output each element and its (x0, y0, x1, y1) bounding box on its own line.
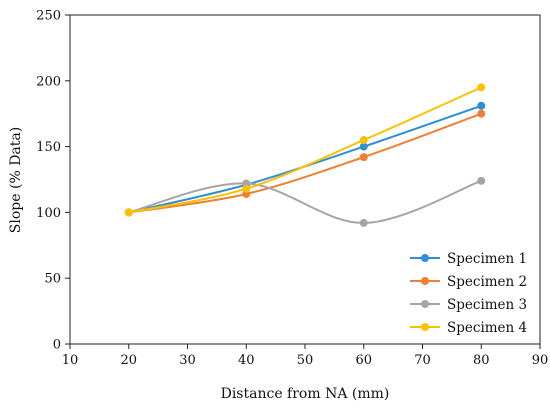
legend-item: Specimen 1 (410, 251, 527, 267)
legend: Specimen 1 Specimen 2 Specimen 3 Specimen 4 (410, 251, 527, 336)
series-line (128, 86, 482, 214)
series-line (128, 179, 482, 224)
plot-area (69, 14, 541, 345)
y-tick-label: 0 (53, 338, 61, 353)
y-tick-label: 250 (36, 9, 61, 24)
legend-label: Specimen 3 (447, 297, 527, 313)
x-tick-label: 40 (238, 353, 255, 368)
x-axis-title: Distance from NA (mm) (221, 386, 390, 402)
legend-label: Specimen 2 (447, 274, 527, 290)
legend-label: Specimen 1 (447, 251, 527, 267)
series-line (128, 104, 482, 214)
data-point (477, 101, 486, 110)
series-layer (124, 83, 486, 227)
data-point (477, 176, 486, 185)
x-tick-label: 80 (473, 353, 490, 368)
data-point (477, 109, 486, 118)
data-point (359, 153, 368, 162)
data-point (359, 136, 368, 145)
x-tick-label: 50 (297, 353, 314, 368)
x-tick-label: 60 (355, 353, 372, 368)
x-tick-label: 90 (532, 353, 549, 368)
data-point (124, 208, 133, 217)
data-point (359, 142, 368, 151)
x-tick-label: 30 (179, 353, 196, 368)
x-tick-label: 70 (414, 353, 431, 368)
legend-item: Specimen 2 (410, 274, 527, 290)
legend-swatch-marker (421, 323, 429, 331)
legend-item: Specimen 4 (410, 320, 527, 336)
y-axis-title: Slope (% Data) (8, 127, 24, 233)
y-tick-label: 50 (44, 272, 61, 287)
series-4 (124, 83, 486, 217)
series-1 (124, 101, 486, 217)
series-line (128, 112, 482, 214)
data-point (242, 184, 251, 193)
data-point (359, 218, 368, 227)
data-point (477, 83, 486, 92)
plot-frame (69, 14, 541, 345)
y-tick-label: 200 (36, 74, 61, 89)
legend-swatch-marker (421, 277, 429, 285)
y-tick-label: 150 (36, 140, 61, 155)
x-tick-label: 10 (62, 353, 79, 368)
y-axis-ticks: 0 50 100 150 200 250 (36, 9, 70, 353)
legend-swatch-marker (421, 254, 429, 262)
legend-item: Specimen 3 (410, 297, 527, 313)
legend-label: Specimen 4 (447, 320, 527, 336)
y-tick-label: 100 (36, 206, 61, 221)
legend-swatch-marker (421, 300, 429, 308)
x-tick-label: 20 (120, 353, 137, 368)
x-axis-ticks: 10 20 30 40 50 60 70 80 90 (62, 344, 549, 368)
